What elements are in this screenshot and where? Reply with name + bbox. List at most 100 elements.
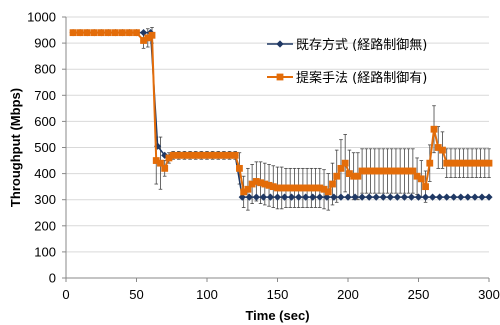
data-point xyxy=(133,29,140,37)
data-point xyxy=(316,184,324,192)
data-point xyxy=(393,193,401,201)
data-point xyxy=(186,151,194,159)
data-point xyxy=(140,37,147,44)
data-point xyxy=(257,179,264,187)
data-point xyxy=(422,183,429,191)
data-point xyxy=(126,29,133,37)
data-point xyxy=(344,193,352,201)
data-point xyxy=(329,180,336,188)
data-point xyxy=(413,172,421,180)
data-point xyxy=(119,29,126,37)
data-point xyxy=(104,29,112,37)
data-point xyxy=(252,178,260,185)
legend-label-existing: 既存方式 (経路制御無) xyxy=(296,37,427,53)
data-point xyxy=(371,167,379,175)
data-point xyxy=(181,151,188,159)
data-point xyxy=(97,29,105,37)
data-point xyxy=(83,29,91,37)
legend-item-proposed: 提案手法 (経路制御有) xyxy=(267,70,427,86)
data-point xyxy=(309,193,317,201)
data-point xyxy=(252,193,260,201)
data-point xyxy=(450,193,458,201)
data-point xyxy=(269,183,277,191)
data-point xyxy=(278,184,286,192)
data-point xyxy=(485,159,493,167)
data-point xyxy=(455,159,463,167)
data-point xyxy=(451,159,459,167)
y-tick-label: 500 xyxy=(34,140,56,155)
y-tick-label: 300 xyxy=(34,192,56,207)
data-point xyxy=(358,167,366,175)
data-point xyxy=(248,180,256,188)
data-point xyxy=(244,185,252,193)
data-point xyxy=(280,193,289,201)
data-point xyxy=(320,185,328,193)
data-point xyxy=(323,193,331,201)
data-point xyxy=(286,184,294,192)
data-point xyxy=(312,184,319,192)
data-point xyxy=(76,29,84,37)
data-point xyxy=(324,188,332,196)
data-point xyxy=(231,151,239,159)
x-tick-label: 250 xyxy=(408,287,430,302)
legend-label-proposed: 提案手法 (経路制御有) xyxy=(296,70,427,86)
data-point xyxy=(295,184,303,192)
data-point xyxy=(477,159,484,167)
data-point xyxy=(282,184,290,192)
data-point xyxy=(175,151,183,159)
data-point xyxy=(307,184,315,192)
error-bars xyxy=(141,27,491,211)
data-point xyxy=(362,167,370,175)
data-point xyxy=(337,193,345,201)
series-lines xyxy=(69,29,493,201)
data-point xyxy=(302,193,310,201)
data-point xyxy=(429,193,437,201)
x-tick-label: 150 xyxy=(267,287,289,302)
legend-marker xyxy=(276,40,284,48)
data-point xyxy=(90,29,98,37)
data-point xyxy=(266,193,275,201)
data-point xyxy=(407,193,416,201)
data-point xyxy=(481,159,489,167)
data-point xyxy=(436,193,444,201)
y-tick-label: 600 xyxy=(34,114,56,129)
data-point xyxy=(111,29,119,37)
data-point xyxy=(379,193,387,201)
data-point xyxy=(447,159,455,167)
data-point xyxy=(169,151,177,159)
data-point xyxy=(478,193,486,201)
data-point xyxy=(351,193,359,201)
data-point xyxy=(226,151,233,159)
axes xyxy=(62,16,490,282)
x-tick-label: 100 xyxy=(196,287,218,302)
data-point xyxy=(236,164,243,172)
data-point xyxy=(375,167,383,175)
data-point xyxy=(152,157,160,164)
data-point xyxy=(303,184,311,192)
data-point xyxy=(401,167,408,175)
data-point xyxy=(209,151,217,159)
data-point xyxy=(396,167,404,175)
data-point xyxy=(471,193,479,201)
data-point xyxy=(295,193,303,201)
data-point xyxy=(430,125,438,133)
data-point xyxy=(379,167,387,175)
y-tick-label: 200 xyxy=(34,218,56,233)
data-point xyxy=(299,184,307,192)
data-point xyxy=(197,151,205,159)
y-tick-label: 900 xyxy=(34,36,56,51)
x-tick-label: 0 xyxy=(62,287,69,302)
data-point xyxy=(472,159,480,167)
data-point xyxy=(192,151,200,159)
data-point xyxy=(358,193,366,201)
data-point xyxy=(405,167,413,175)
data-point xyxy=(316,193,324,201)
data-point xyxy=(434,144,442,151)
data-point xyxy=(392,167,400,175)
data-point xyxy=(485,193,493,201)
x-axis-title: Time (sec) xyxy=(245,308,309,323)
data-point xyxy=(273,193,282,201)
legend-marker-proposed xyxy=(276,73,284,81)
data-point xyxy=(341,159,349,167)
